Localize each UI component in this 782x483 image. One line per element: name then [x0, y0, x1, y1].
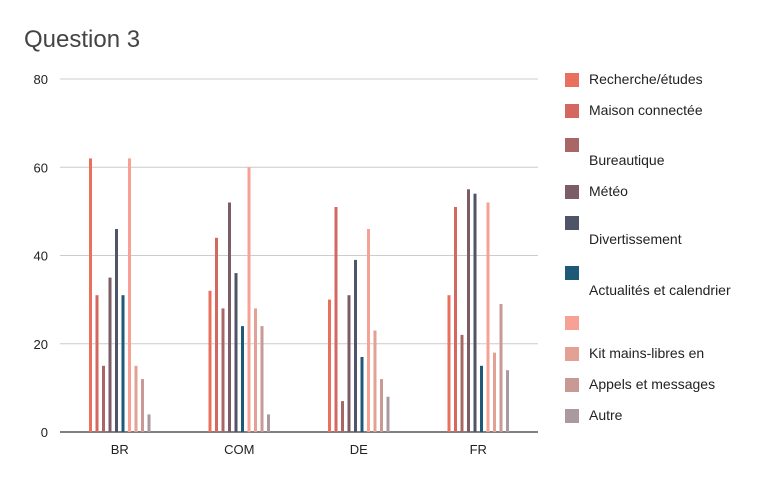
bar [328, 299, 331, 432]
bar [102, 365, 105, 432]
bar [499, 304, 503, 432]
legend-swatch [565, 138, 579, 152]
legend-item: Maison connectée [563, 102, 778, 122]
legend-label: Divertissement [589, 231, 682, 247]
legend-item: Kit mains-libres en [563, 345, 778, 365]
y-tick-label: 0 [41, 425, 48, 440]
x-axis-ticks: BR COM DE FR [111, 442, 487, 457]
bar [447, 295, 451, 432]
y-axis-ticks: 0 20 40 60 80 [34, 72, 48, 440]
bar [260, 326, 264, 432]
x-tick-label: COM [224, 442, 254, 457]
bar [134, 365, 138, 432]
legend-swatch [565, 104, 579, 118]
bar [247, 167, 251, 433]
bar [95, 295, 99, 432]
y-tick-label: 80 [34, 72, 48, 87]
bar [486, 202, 490, 432]
legend-item: Divertissement [563, 214, 778, 247]
bar [241, 326, 244, 432]
legend-label: Appels et messages [589, 376, 716, 392]
legend-label: Actualités et calendrier [589, 282, 731, 298]
bar [215, 237, 218, 432]
bar [234, 273, 238, 432]
legend-item [563, 314, 778, 334]
legend-item: Bureautique [563, 136, 778, 168]
bar [121, 295, 125, 432]
bar [89, 158, 92, 432]
legend-swatch [565, 73, 579, 87]
legend-swatch [565, 347, 579, 361]
y-tick-label: 60 [34, 160, 48, 175]
bar [254, 308, 257, 432]
bar [128, 158, 131, 432]
legend-swatch [565, 316, 579, 330]
y-tick-label: 20 [34, 337, 48, 352]
legend-label: Autre [589, 407, 623, 423]
bar [454, 207, 457, 432]
legend-item: Actualités et calendrier [563, 264, 778, 298]
bar [360, 357, 364, 432]
legend-swatch [565, 266, 579, 280]
bar [341, 401, 344, 432]
bar [267, 414, 270, 432]
legend-label: Recherche/études [589, 71, 703, 87]
legend-swatch [565, 185, 579, 199]
chart-title: Question 3 [24, 26, 141, 53]
bar [473, 193, 477, 432]
legend-swatch [565, 409, 579, 423]
legend-swatch [565, 378, 579, 392]
legend-item: Recherche/études [563, 71, 778, 91]
bar [493, 352, 496, 432]
x-tick-label: BR [111, 442, 129, 457]
legend-item: Autre [563, 407, 778, 427]
bar [147, 414, 151, 432]
bar [208, 290, 212, 432]
legend-item: Météo [563, 183, 778, 203]
legend-label: Bureautique [589, 152, 665, 168]
bar [380, 379, 383, 432]
bars [89, 158, 509, 433]
bar [347, 295, 351, 432]
gridlines [60, 78, 538, 433]
legend-item: Appels et messages [563, 376, 778, 396]
bar [228, 202, 231, 432]
bar [460, 334, 464, 432]
bar [367, 229, 370, 432]
legend-swatch [565, 216, 579, 230]
bar [506, 370, 509, 432]
legend-label: Maison connectée [589, 102, 703, 118]
x-tick-label: FR [470, 442, 487, 457]
bar [221, 308, 225, 432]
y-tick-label: 40 [34, 249, 48, 264]
bar [354, 259, 357, 432]
bar [467, 189, 470, 432]
bar-chart: 0 20 40 60 80 BR COM DE FR [34, 72, 538, 457]
legend-label: Kit mains-libres en [589, 345, 705, 361]
bar [480, 365, 483, 432]
bar [334, 207, 338, 432]
legend-label: Météo [589, 183, 628, 199]
bar [141, 379, 144, 432]
bar [373, 330, 377, 432]
bar [108, 277, 112, 432]
bar [386, 396, 390, 432]
bar [115, 229, 118, 432]
x-tick-label: DE [350, 442, 368, 457]
